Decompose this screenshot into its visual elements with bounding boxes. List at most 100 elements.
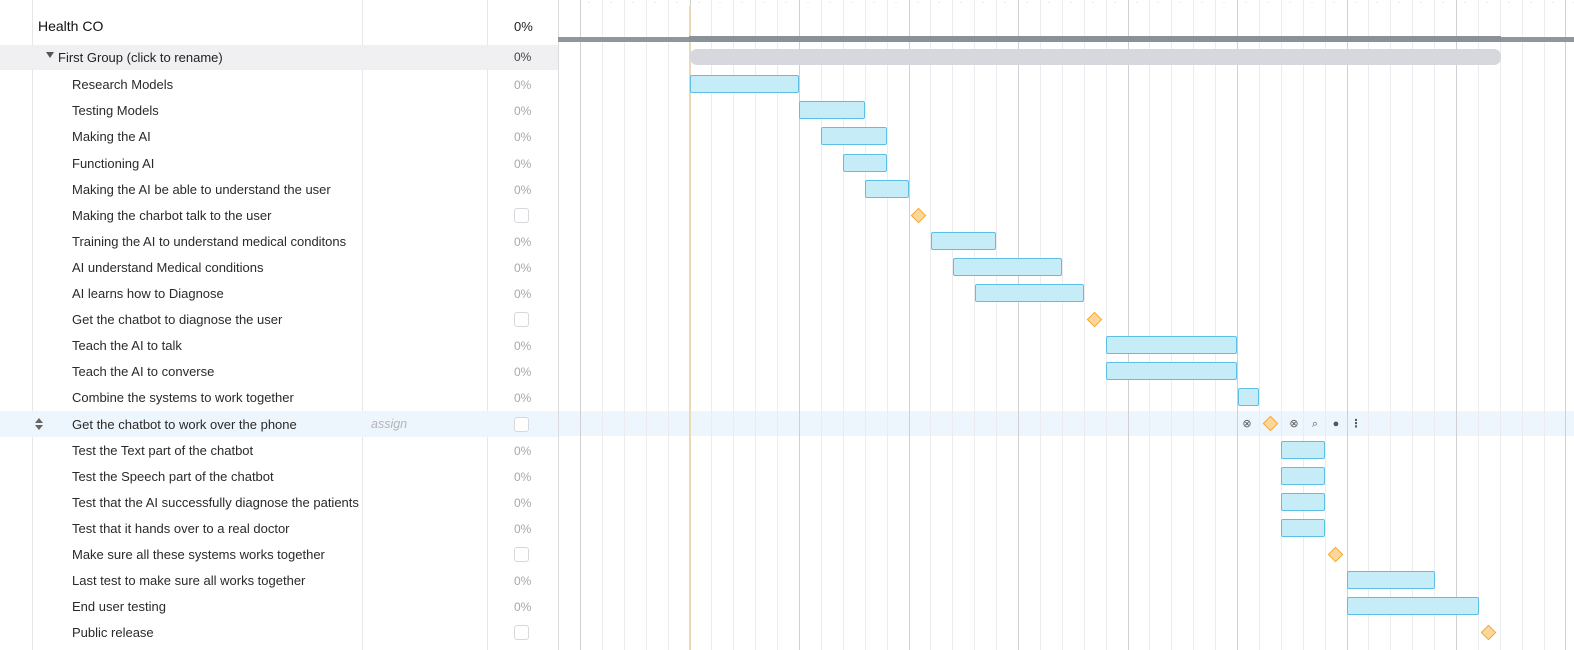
task-name[interactable]: Training the AI to understand medical co… xyxy=(72,234,347,249)
task-bar[interactable] xyxy=(1347,597,1479,615)
task-row[interactable]: Making the charbot talk to the user xyxy=(0,202,558,228)
task-name[interactable]: Teach the AI to talk xyxy=(72,338,182,353)
task-name[interactable]: Combine the systems to work together xyxy=(72,390,294,405)
task-name[interactable]: Make sure all these systems works togeth… xyxy=(72,547,325,562)
task-name[interactable]: Making the AI be able to understand the … xyxy=(72,182,331,197)
task-name[interactable]: Get the chatbot to diagnose the user xyxy=(72,312,283,327)
task-name[interactable]: Functioning AI xyxy=(72,156,155,171)
task-name[interactable]: Test the Text part of the chatbot xyxy=(72,443,254,458)
task-row[interactable]: Functioning AI 0% xyxy=(0,150,558,176)
task-name[interactable]: Get the chatbot to work over the phone xyxy=(72,417,297,432)
milestone-checkbox[interactable] xyxy=(514,547,529,562)
grid-line xyxy=(1281,0,1282,650)
grid-line xyxy=(930,0,931,650)
group-bar[interactable] xyxy=(690,49,1501,65)
task-name[interactable]: Test that the AI successfully diagnose t… xyxy=(72,495,359,510)
task-row[interactable]: Teach the AI to talk 0% xyxy=(0,332,558,358)
task-row[interactable]: Get the chatbot to diagnose the user xyxy=(0,306,558,332)
task-row[interactable]: Test the Text part of the chatbot 0% xyxy=(0,437,558,463)
grid-line xyxy=(733,0,734,650)
timeline-tick: · xyxy=(698,0,700,6)
milestone-checkbox[interactable] xyxy=(514,208,529,223)
timeline-tick: · xyxy=(1311,0,1313,6)
task-name[interactable]: AI understand Medical conditions xyxy=(72,260,264,275)
task-name[interactable]: Public release xyxy=(72,625,154,640)
group-name[interactable]: First Group (click to rename) xyxy=(58,50,223,65)
timeline-tick: · xyxy=(1398,0,1400,6)
task-row[interactable]: AI understand Medical conditions 0% xyxy=(0,254,558,280)
task-row[interactable]: AI learns how to Diagnose 0% xyxy=(0,280,558,306)
milestone-marker[interactable] xyxy=(1327,546,1344,563)
milestone-marker[interactable] xyxy=(1480,624,1497,641)
task-bar[interactable] xyxy=(1281,441,1325,459)
task-name[interactable]: Teach the AI to converse xyxy=(72,364,215,379)
milestone-checkbox[interactable] xyxy=(514,312,529,327)
task-bar[interactable] xyxy=(821,127,887,145)
task-name[interactable]: Making the AI xyxy=(72,129,151,144)
task-name[interactable]: Last test to make sure all works togethe… xyxy=(72,573,306,588)
task-row[interactable]: Testing Models 0% xyxy=(0,97,558,123)
milestone-checkbox[interactable] xyxy=(514,625,529,640)
grid-line xyxy=(1215,0,1216,650)
collapse-arrow-icon[interactable] xyxy=(46,52,54,58)
task-row[interactable]: Test that the AI successfully diagnose t… xyxy=(0,489,558,515)
task-row[interactable]: End user testing 0% xyxy=(0,593,558,619)
comment-icon[interactable]: ⌕ xyxy=(1311,418,1319,430)
milestone-marker[interactable] xyxy=(910,207,927,224)
task-name[interactable]: Research Models xyxy=(72,77,174,92)
project-progress: 0% xyxy=(514,19,533,34)
remove-link-icon[interactable]: ⊗ xyxy=(1242,418,1252,430)
task-bar[interactable] xyxy=(1281,519,1325,537)
task-progress: 0% xyxy=(514,444,532,458)
task-bar[interactable] xyxy=(1106,336,1237,354)
task-row[interactable]: Test that it hands over to a real doctor… xyxy=(0,515,558,541)
grid-line xyxy=(1368,0,1369,650)
task-name[interactable]: End user testing xyxy=(72,599,166,614)
link-icon[interactable]: ⊗ xyxy=(1289,418,1299,430)
drag-handle-icon[interactable] xyxy=(35,418,44,430)
timeline-tick: · xyxy=(719,0,721,6)
task-row[interactable]: Making the AI be able to understand the … xyxy=(0,176,558,202)
task-bar[interactable] xyxy=(690,75,799,93)
task-bar[interactable] xyxy=(953,258,1062,276)
task-bar[interactable] xyxy=(931,232,996,250)
task-row[interactable]: Make sure all these systems works togeth… xyxy=(0,541,558,567)
task-row[interactable]: Combine the systems to work together 0% xyxy=(0,384,558,410)
task-bar[interactable] xyxy=(1106,362,1237,380)
task-name[interactable]: AI learns how to Diagnose xyxy=(72,286,224,301)
task-row[interactable]: Research Models 0% xyxy=(0,71,558,97)
task-bar[interactable] xyxy=(1281,467,1325,485)
timeline-tick: · xyxy=(982,0,984,6)
column-divider xyxy=(487,0,488,650)
task-row[interactable]: Teach the AI to converse 0% xyxy=(0,358,558,384)
timeline-tick: · xyxy=(1530,0,1532,6)
milestone-checkbox[interactable] xyxy=(514,417,529,432)
milestone-marker[interactable] xyxy=(1086,311,1103,328)
task-row[interactable]: Making the AI 0% xyxy=(0,123,558,149)
task-bar[interactable] xyxy=(799,101,865,119)
task-row[interactable]: Public release xyxy=(0,619,558,645)
task-bar[interactable] xyxy=(1238,388,1259,406)
task-name[interactable]: Testing Models xyxy=(72,103,159,118)
task-progress: 0% xyxy=(514,130,532,144)
timeline-tick: · xyxy=(1092,0,1094,6)
project-title[interactable]: Health CO xyxy=(38,18,104,34)
task-row[interactable]: Training the AI to understand medical co… xyxy=(0,228,558,254)
task-bar[interactable] xyxy=(1347,571,1435,589)
task-bar[interactable] xyxy=(975,284,1084,302)
task-row[interactable]: Last test to make sure all works togethe… xyxy=(0,567,558,593)
assignee-icon[interactable]: ● xyxy=(1332,418,1340,430)
task-bar[interactable] xyxy=(865,180,909,198)
task-name[interactable]: Test the Speech part of the chatbot xyxy=(72,469,274,484)
more-options-icon[interactable]: ⋮ xyxy=(1350,418,1362,430)
task-name[interactable]: Test that it hands over to a real doctor xyxy=(72,521,290,536)
task-row[interactable]: Test the Speech part of the chatbot 0% xyxy=(0,463,558,489)
task-bar[interactable] xyxy=(1281,493,1325,511)
task-name[interactable]: Making the charbot talk to the user xyxy=(72,208,272,223)
group-row[interactable]: First Group (click to rename) 0% xyxy=(0,45,558,70)
task-row[interactable]: Get the chatbot to work over the phone as… xyxy=(0,411,558,437)
timeline-tick: · xyxy=(610,0,612,6)
assign-field[interactable]: assign xyxy=(371,417,408,431)
project-span-bar[interactable] xyxy=(689,36,1501,42)
task-bar[interactable] xyxy=(843,154,887,172)
